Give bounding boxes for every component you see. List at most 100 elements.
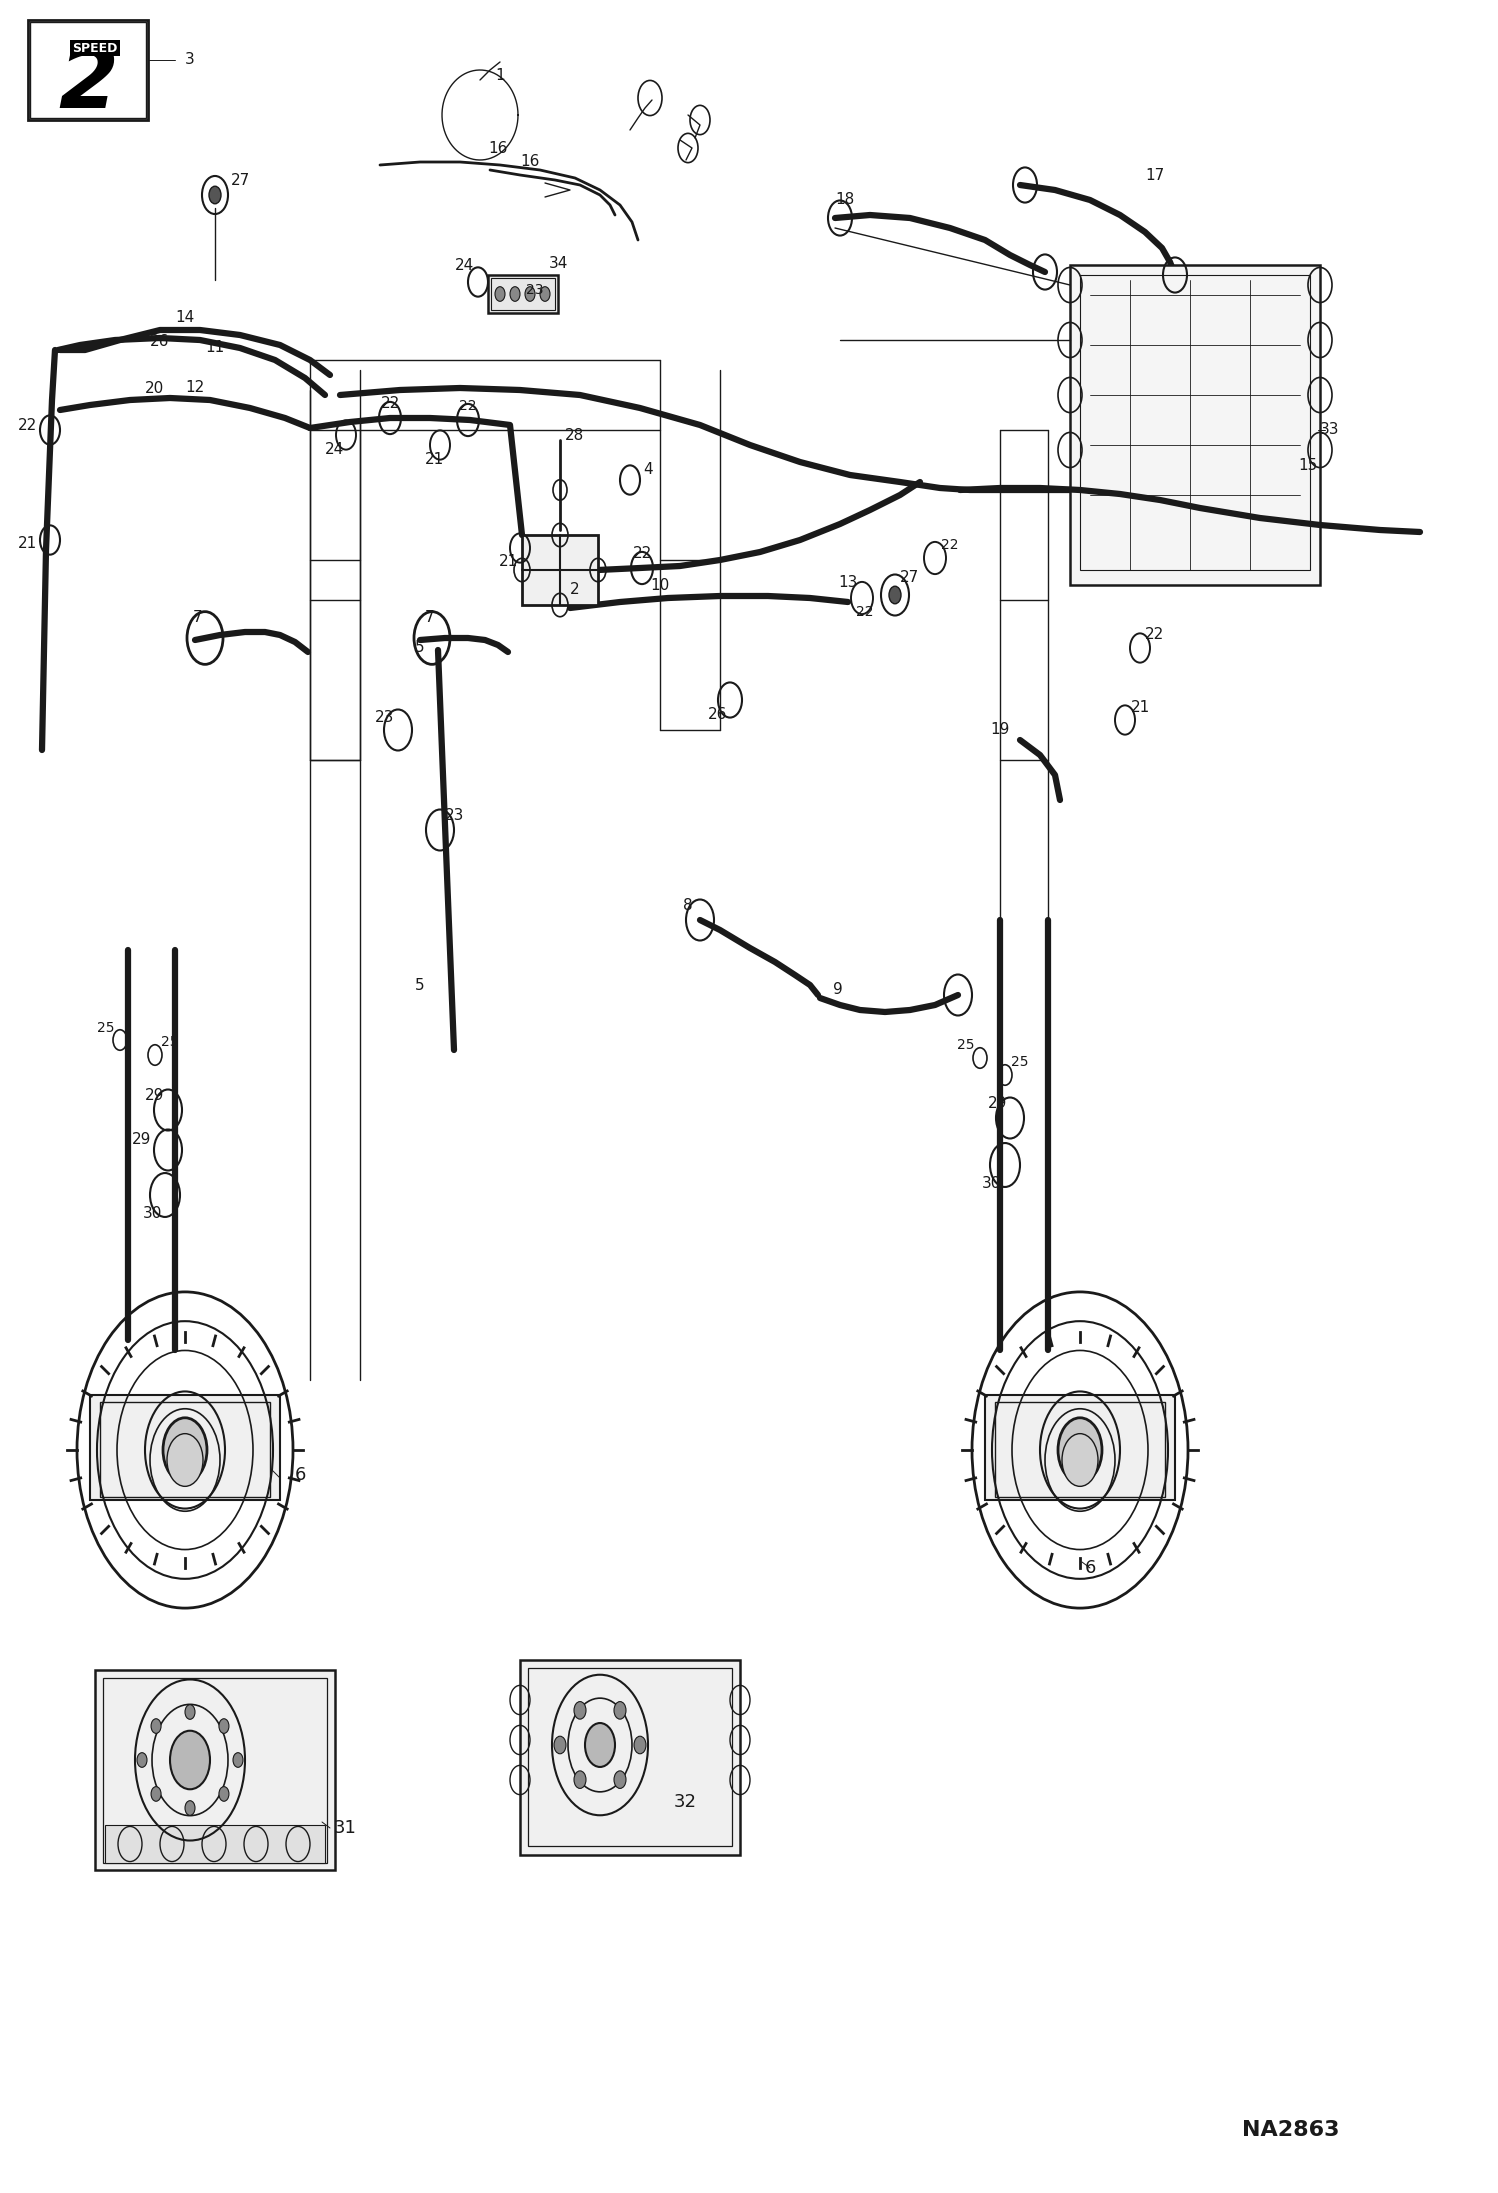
Text: 21: 21 — [1131, 700, 1149, 715]
Bar — [520, 1660, 740, 1855]
Bar — [995, 1401, 1165, 1498]
Text: 8: 8 — [683, 897, 692, 912]
Text: 16: 16 — [520, 154, 539, 169]
Circle shape — [634, 1737, 646, 1754]
Circle shape — [184, 1800, 195, 1816]
Text: 22: 22 — [857, 605, 873, 618]
Text: 27: 27 — [900, 570, 920, 586]
Circle shape — [219, 1787, 229, 1800]
Text: 14: 14 — [175, 311, 195, 325]
Text: 21: 21 — [425, 452, 445, 467]
Text: 27: 27 — [231, 173, 250, 186]
Text: 23: 23 — [445, 807, 464, 822]
Text: 1: 1 — [496, 68, 505, 83]
Bar — [100, 1401, 270, 1498]
Bar — [103, 1678, 327, 1864]
Text: 32: 32 — [674, 1794, 697, 1811]
Circle shape — [136, 1752, 147, 1768]
Text: 28: 28 — [565, 428, 584, 443]
Circle shape — [184, 1704, 195, 1719]
Text: 7: 7 — [425, 610, 434, 625]
Circle shape — [163, 1419, 207, 1482]
Circle shape — [494, 287, 505, 300]
Text: 3: 3 — [186, 53, 195, 68]
Circle shape — [1058, 1419, 1103, 1482]
Text: 4: 4 — [643, 463, 653, 478]
Text: 9: 9 — [833, 982, 843, 998]
Circle shape — [1062, 1434, 1098, 1487]
Circle shape — [169, 1730, 210, 1789]
Circle shape — [539, 287, 550, 300]
Text: 21: 21 — [18, 535, 37, 550]
Text: 11: 11 — [205, 340, 225, 355]
Text: 2: 2 — [571, 583, 580, 596]
Circle shape — [574, 1772, 586, 1789]
Text: 25: 25 — [1011, 1055, 1029, 1068]
Circle shape — [234, 1752, 243, 1768]
Bar — [94, 1671, 336, 1871]
Circle shape — [509, 287, 520, 300]
Text: 13: 13 — [839, 575, 858, 590]
Text: 5: 5 — [415, 978, 425, 993]
Text: 24: 24 — [455, 257, 475, 272]
Text: 30: 30 — [983, 1175, 1002, 1191]
Text: 26: 26 — [150, 336, 169, 349]
Text: 25: 25 — [97, 1022, 115, 1035]
Text: SPEED: SPEED — [72, 42, 118, 55]
Text: 22: 22 — [1146, 627, 1164, 643]
Text: 20: 20 — [145, 382, 165, 395]
Text: 22: 22 — [18, 417, 37, 432]
Text: 22: 22 — [941, 537, 959, 553]
Text: 30: 30 — [142, 1206, 162, 1222]
Text: 12: 12 — [186, 379, 205, 395]
Circle shape — [151, 1787, 162, 1800]
Text: 7: 7 — [193, 610, 202, 625]
Text: 29: 29 — [132, 1132, 151, 1147]
Text: 16: 16 — [488, 140, 508, 156]
Bar — [105, 1825, 325, 1864]
Bar — [521, 535, 598, 605]
Text: 22: 22 — [460, 399, 476, 412]
Bar — [986, 1395, 1174, 1500]
Text: 15: 15 — [1299, 458, 1318, 471]
Bar — [30, 22, 145, 118]
Circle shape — [574, 1702, 586, 1719]
Circle shape — [614, 1772, 626, 1789]
Circle shape — [151, 1719, 162, 1732]
Circle shape — [166, 1434, 204, 1487]
Text: 24: 24 — [325, 443, 345, 458]
Bar — [1070, 265, 1320, 586]
Bar — [1080, 274, 1309, 570]
Circle shape — [524, 287, 535, 300]
Text: 23: 23 — [376, 711, 394, 726]
Bar — [527, 1669, 733, 1847]
Text: NA2863: NA2863 — [1242, 2121, 1341, 2140]
Circle shape — [210, 186, 222, 204]
Text: 17: 17 — [1146, 167, 1164, 182]
Text: 18: 18 — [836, 193, 855, 208]
Text: 21: 21 — [499, 553, 518, 568]
Text: 2: 2 — [58, 44, 118, 127]
Text: 25: 25 — [162, 1035, 178, 1048]
Text: 22: 22 — [380, 395, 400, 410]
Text: 31: 31 — [334, 1818, 357, 1838]
Text: 23: 23 — [526, 283, 544, 296]
Circle shape — [554, 1737, 566, 1754]
Text: 34: 34 — [548, 257, 568, 270]
Text: 26: 26 — [709, 708, 728, 721]
Text: 6: 6 — [1085, 1559, 1095, 1577]
Text: 19: 19 — [990, 721, 1010, 737]
Text: 22: 22 — [632, 546, 652, 561]
Text: 5: 5 — [415, 640, 425, 656]
Text: 33: 33 — [1320, 423, 1339, 436]
Text: 29: 29 — [989, 1096, 1008, 1110]
Text: 29: 29 — [145, 1088, 165, 1103]
Bar — [491, 279, 554, 309]
Bar — [28, 20, 148, 121]
Text: 10: 10 — [650, 577, 670, 592]
Circle shape — [888, 586, 900, 603]
Circle shape — [219, 1719, 229, 1732]
Bar — [90, 1395, 280, 1500]
Text: 6: 6 — [294, 1465, 306, 1485]
Circle shape — [586, 1724, 616, 1768]
